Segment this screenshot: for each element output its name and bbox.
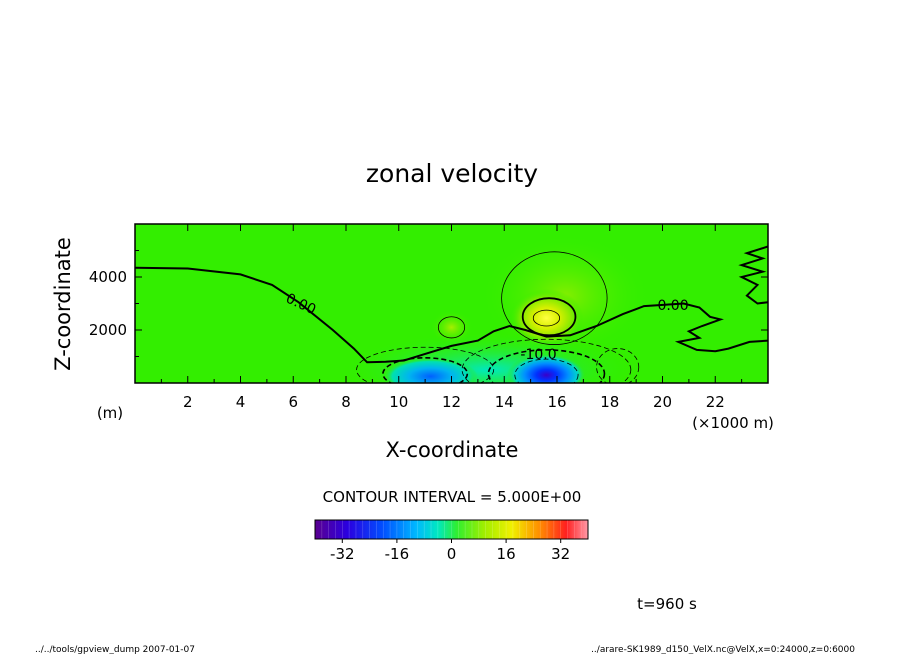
positive-contour-1 [437,316,466,339]
colorbar-bands [321,520,582,539]
colorbar-tick-label: 0 [447,545,457,563]
x-tick-label: 2 [183,393,193,411]
x-axis-unit: (×1000 m) [692,414,774,432]
y-tick-label: 4000 [89,268,127,286]
negative-contour-3 [356,346,495,383]
colorbar-tick-label: -16 [385,545,410,563]
positive-contour-2 [521,297,577,337]
zero-contour-upper [135,266,768,364]
x-tick-label: 6 [288,393,298,411]
footer-left: ../../tools/gpview_dump 2007-01-07 [35,645,195,654]
time-label: t=960 s [637,595,697,613]
x-tick-label: 12 [442,393,461,411]
y-axis-unit: (m) [97,404,123,422]
zero-contour-right-edge [738,245,768,305]
contour-label-2: -10.0 [520,347,556,363]
x-tick-label: 16 [547,393,566,411]
contour-label-1: 0.00 [657,298,688,314]
colorbar-tick-label: -32 [330,545,355,563]
x-tick-label: 22 [706,393,725,411]
colorbar-gradient [315,520,588,539]
negative-contour-1 [487,349,606,383]
shading-negative-core-0 [506,353,587,383]
contour-interval-text: CONTOUR INTERVAL = 5.000E+00 [323,488,582,506]
positive-contour-0 [501,251,608,345]
x-tick-label: 18 [600,393,619,411]
shading-positive-core [509,288,584,348]
x-axis-label: X-coordinate [386,438,519,462]
x-tick-label: 14 [495,393,514,411]
footer-right: ../arare-SK1989_d150_VelX.nc@VelX,x=0:24… [591,645,855,654]
contour-lines [135,245,768,383]
negative-contour-5 [596,348,640,383]
shading-negative-core-1 [382,357,478,383]
x-tick-label: 4 [236,393,246,411]
colorbar-ticks: -32 -16 0 16 32 [330,539,570,563]
negative-contour-0 [461,338,632,383]
colorbar-tick-label: 16 [497,545,516,563]
velocity-field-shading [340,234,650,383]
colorbar-tick-label: 32 [551,545,570,563]
axis-ticks: 2 4 6 8 10 12 14 16 18 20 22 2000 4000 [89,224,768,411]
y-tick-label: 2000 [89,321,127,339]
negative-contour-2 [514,358,579,383]
chart-title: zonal velocity [366,159,538,188]
plot-area [135,224,768,383]
negative-contour-4 [382,357,469,383]
y-axis-label: Z-coordinate [51,237,75,371]
x-tick-label: 8 [341,393,351,411]
colorbar: -32 -16 0 16 32 [314,519,589,563]
positive-contour-3 [532,309,561,327]
x-tick-label: 20 [653,393,672,411]
x-tick-label: 10 [389,393,408,411]
